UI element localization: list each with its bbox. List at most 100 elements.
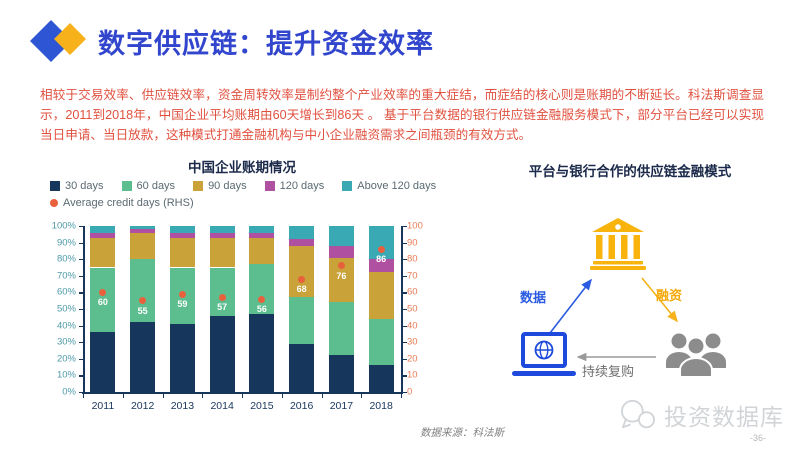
legend-label: Above 120 days (357, 180, 437, 192)
y-axis-label-right: 20 (407, 353, 418, 365)
y-tick-right (402, 342, 407, 344)
avg-credit-value-label: 68 (296, 284, 307, 295)
bar-segment-90-days (368, 272, 394, 319)
bar-segment-120-days (368, 259, 394, 273)
bar-segment-90-days (90, 237, 116, 268)
y-tick-right (402, 226, 407, 228)
people-group-icon (666, 333, 726, 377)
y-axis-label-right: 60 (407, 286, 418, 298)
x-tick (321, 393, 323, 398)
legend-item: 90 days (193, 180, 247, 192)
bar-segment-30-days (289, 343, 315, 392)
avg-credit-dot (258, 295, 266, 303)
bar-segment-90-days (249, 237, 275, 265)
bar-segment-above-120-days (130, 226, 156, 230)
avg-credit-value-label: 76 (336, 270, 347, 281)
avg-credit-dot (218, 293, 226, 301)
y-tick-left (79, 309, 83, 311)
avg-credit-dot (377, 245, 385, 253)
watermark: 投资数据库 (618, 398, 784, 432)
bar-segment-90-days (169, 237, 195, 268)
bar-segment-60-days (249, 264, 275, 314)
y-axis-label-left: 60% (56, 286, 76, 298)
watermark-logo-icon (620, 399, 655, 429)
diamond-logo-icon (30, 20, 86, 62)
x-tick (83, 393, 85, 398)
bar-segment-above-120-days (328, 226, 354, 246)
intro-paragraph: 相较于交易效率、供应链效率，资金周转效率是制约整个产业效率的重大症结，而症结的核… (40, 88, 764, 142)
watermark-text: 投资数据库 (664, 404, 784, 430)
y-tick-left (79, 259, 83, 261)
y-axis-label-right: 90 (407, 237, 418, 249)
legend-swatch (193, 181, 204, 191)
bar-segment-120-days (90, 232, 116, 238)
arrow-label-data: 数据 (520, 290, 547, 305)
y-axis-label-right: 40 (407, 320, 418, 332)
y-tick-right (402, 358, 407, 360)
y-axis-label-right: 80 (407, 253, 418, 265)
legend-item: 30 days (50, 180, 104, 192)
chart-legend-row-1: 30 days 60 days 90 days 120 days Above 120 d… (50, 180, 436, 192)
y-tick-right (402, 309, 407, 311)
y-axis-label-right: 100 (407, 220, 423, 232)
x-tick (361, 393, 363, 398)
bar-segment-30-days (209, 315, 235, 392)
legend-swatch (50, 199, 58, 207)
y-tick-left (79, 358, 83, 360)
diagram-title: 平台与银行合作的供应链金融模式 (528, 164, 732, 179)
slide-header: 数字供应链：提升资金效率 (30, 16, 434, 66)
x-axis-label: 2012 (130, 400, 155, 412)
avg-credit-dot (139, 297, 147, 305)
legend-label: 120 days (279, 180, 325, 192)
x-axis-label: 2017 (329, 400, 354, 412)
legend-label: 90 days (208, 180, 247, 192)
y-axis-label-left: 0% (62, 386, 76, 398)
y-axis-label-right: 50 (407, 303, 418, 315)
bar-segment-120-days (249, 232, 275, 238)
bar-segment-30-days (130, 322, 156, 392)
diagram-arrows (549, 277, 679, 362)
y-axis-label-left: 90% (56, 237, 76, 249)
legend-label: 60 days (136, 180, 176, 192)
bar-segment-above-120-days (169, 226, 195, 233)
legend-item: 120 days (264, 180, 325, 192)
y-axis-label-left: 10% (56, 369, 76, 381)
x-axis (82, 392, 403, 394)
bar-segment-90-days (289, 245, 315, 298)
avg-credit-dot (178, 290, 186, 298)
bar-segment-60-days (209, 267, 235, 316)
y-tick-left (79, 325, 83, 327)
bar-segment-above-120-days (368, 226, 394, 260)
bar-segment-60-days (289, 297, 315, 344)
y-tick-left (79, 226, 83, 228)
legend-swatch (342, 181, 353, 191)
finance-model-diagram: 平台与银行合作的供应链金融模式 (470, 156, 790, 406)
y-tick-right (402, 242, 407, 244)
y-tick-right (402, 375, 407, 377)
y-tick-left (79, 392, 83, 394)
y-tick-right (402, 259, 407, 261)
y-axis-label-right: 30 (407, 336, 418, 348)
legend-item: Above 120 days (342, 180, 436, 192)
y-axis-label-left: 30% (56, 336, 76, 348)
bar-segment-30-days (90, 332, 116, 392)
y-tick-left (79, 342, 83, 344)
bar-segment-90-days (209, 237, 235, 268)
x-axis-label: 2015 (250, 400, 274, 412)
bar-segment-120-days (130, 229, 156, 233)
bar-segment-60-days (328, 302, 354, 356)
bank-icon (590, 218, 646, 270)
avg-credit-dot (337, 262, 345, 270)
legend-swatch (121, 181, 132, 191)
x-tick (242, 393, 244, 398)
legend-swatch (264, 181, 275, 191)
legend-item: Average credit days (RHS) (50, 197, 194, 209)
bar-segment-120-days (169, 232, 195, 238)
x-axis-label: 2011 (91, 400, 115, 412)
arrow-label-financing: 融资 (656, 288, 683, 303)
y-axis-label-right: 70 (407, 270, 418, 282)
bar-segment-above-120-days (289, 226, 315, 240)
avg-credit-dot (99, 288, 107, 296)
y-axis-label-left: 20% (56, 353, 76, 365)
x-tick (202, 393, 204, 398)
